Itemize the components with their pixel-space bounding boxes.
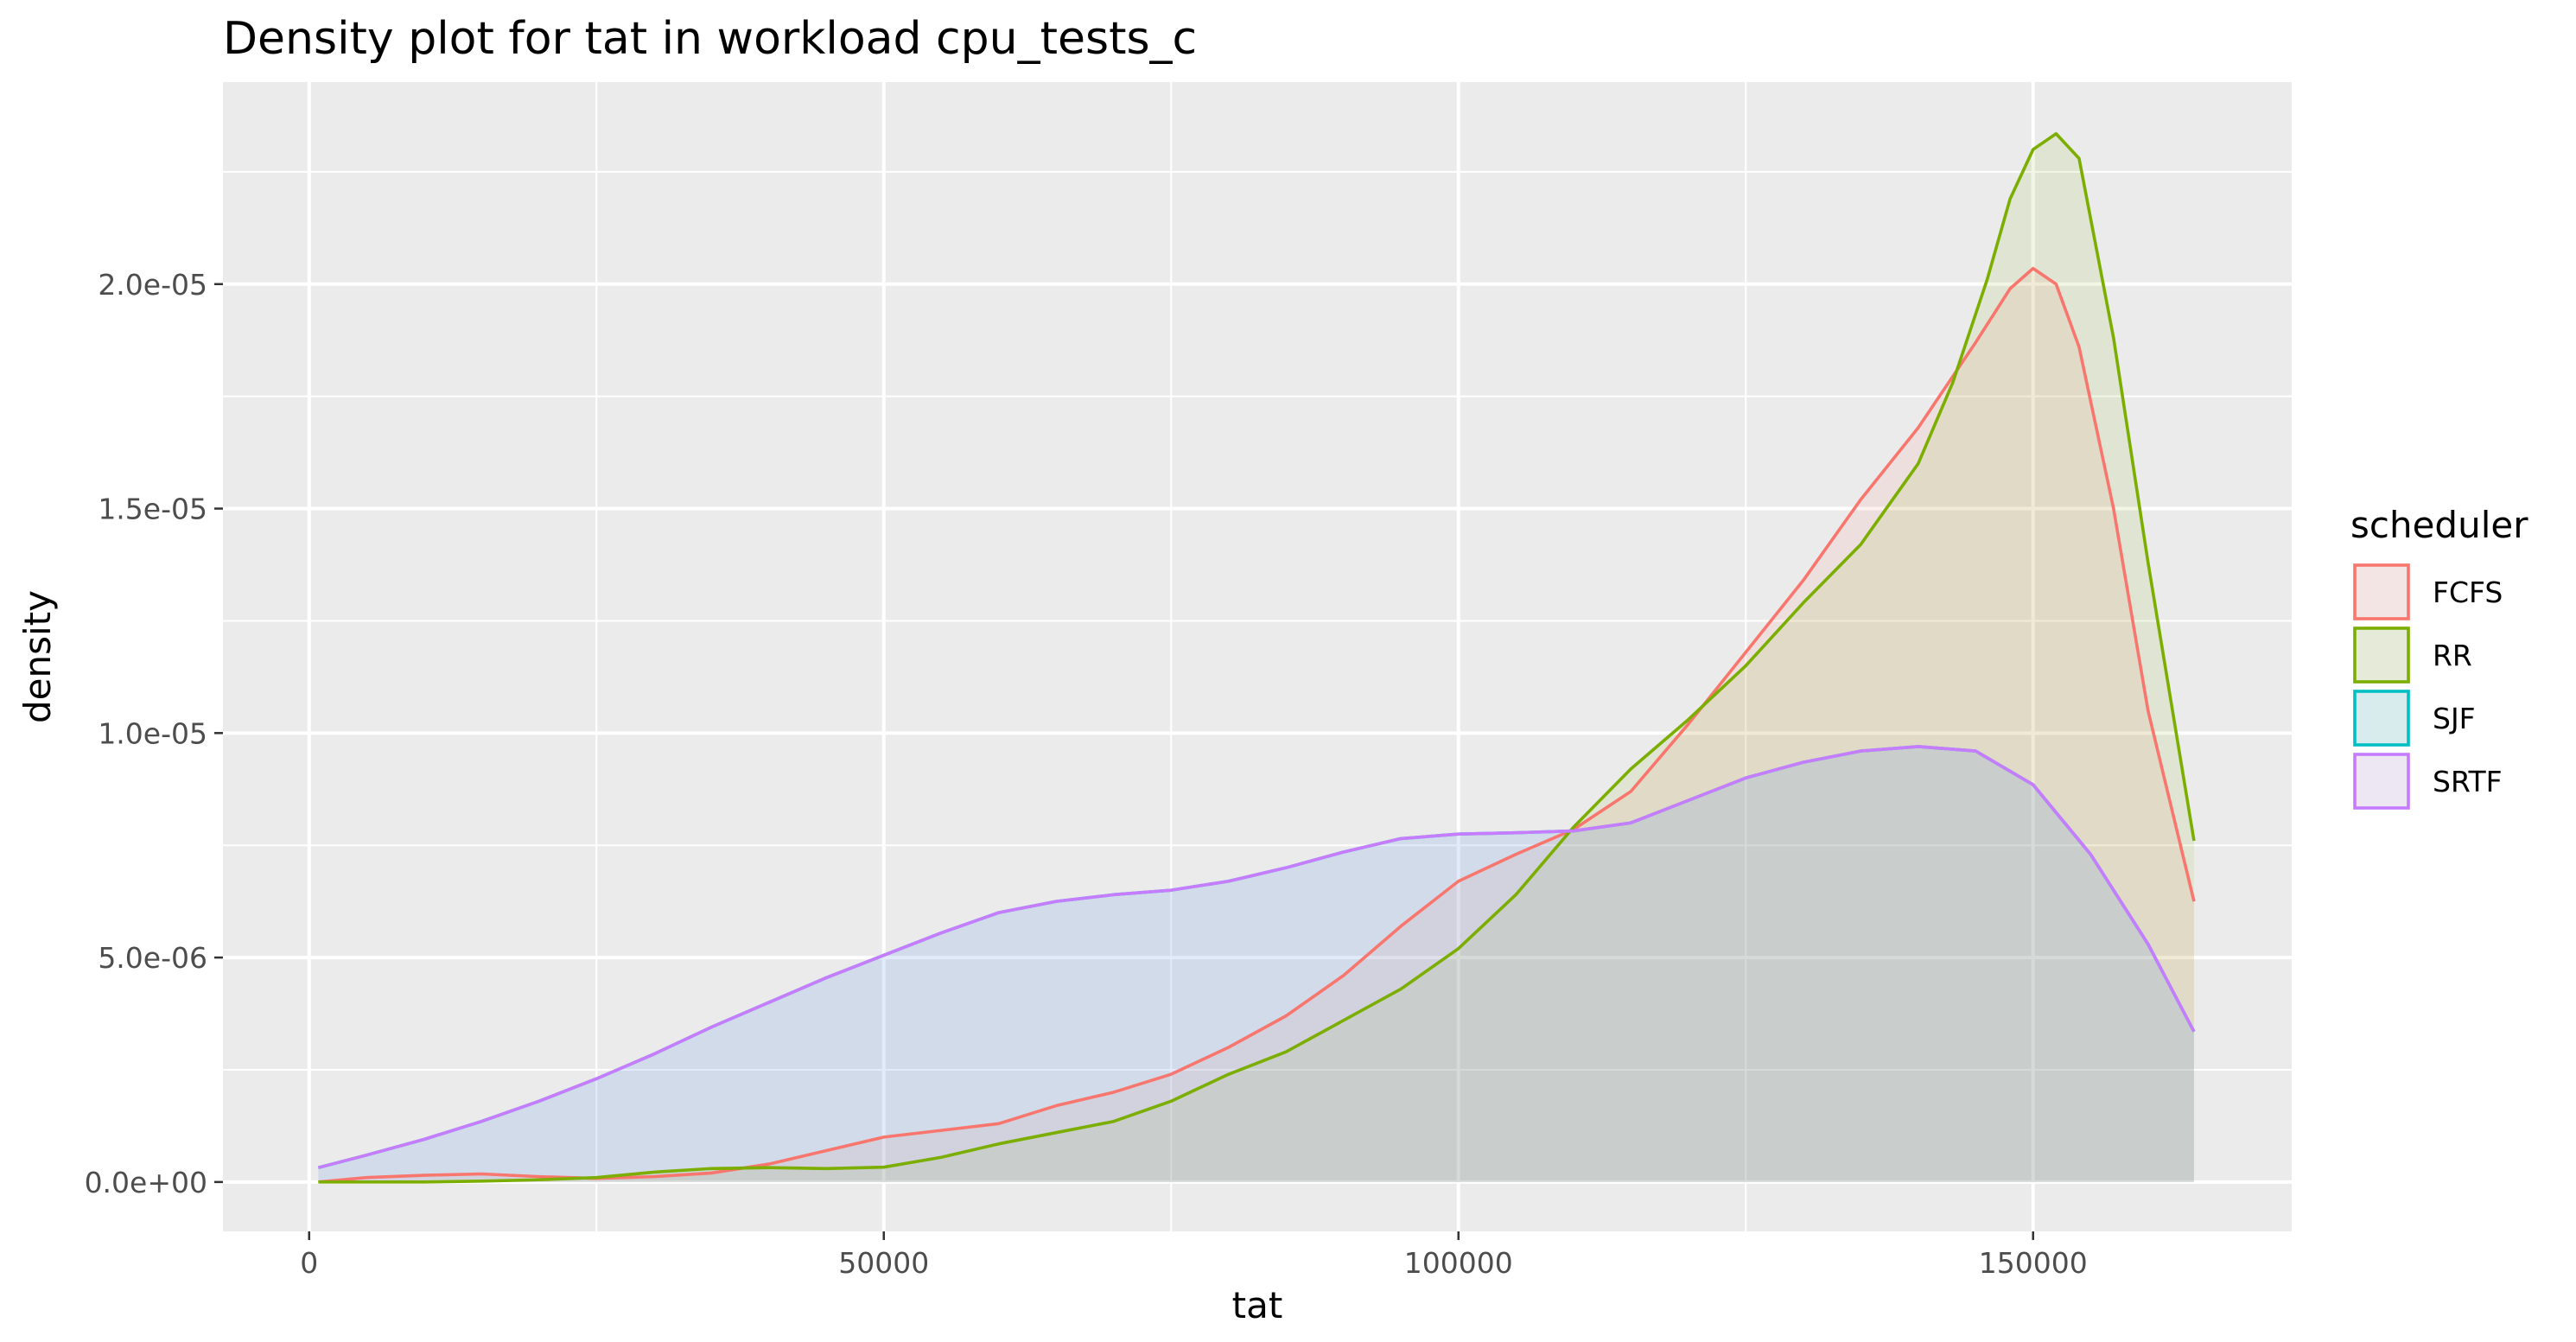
y-axis: 0.0e+00 5.0e-06 1.0e-05 1.5e-05 2.0e-05 bbox=[85, 268, 223, 1199]
density-line-rr bbox=[318, 131, 2196, 1184]
density-area-rr bbox=[318, 133, 2194, 1182]
legend-key-bg-fcfs bbox=[2353, 563, 2410, 620]
legend-label-sjf: SJF bbox=[2433, 702, 2476, 735]
x-tick-label-0: 0 bbox=[300, 1246, 318, 1280]
y-tick-label-4: 2.0e-05 bbox=[98, 268, 207, 302]
density-line-srtf bbox=[317, 745, 2196, 1169]
x-tick-label-3: 150000 bbox=[1979, 1246, 2088, 1280]
y-tick-label-0: 0.0e+00 bbox=[85, 1166, 207, 1199]
legend-label-fcfs: FCFS bbox=[2433, 576, 2503, 609]
density-lines bbox=[317, 131, 2196, 1184]
legend-label-rr: RR bbox=[2433, 639, 2472, 672]
y-tick-label-1: 5.0e-06 bbox=[98, 941, 207, 975]
legend-key-bg-srtf bbox=[2353, 753, 2410, 810]
density-area-srtf bbox=[318, 746, 2194, 1182]
legend-key-sjf bbox=[2353, 690, 2410, 747]
legend: scheduler FCFS RR SJF SRTF bbox=[2350, 504, 2528, 810]
plot-panel bbox=[223, 82, 2292, 1231]
legend-key-fcfs bbox=[2353, 563, 2410, 620]
chart-title: Density plot for tat in workload cpu_tes… bbox=[223, 13, 1197, 65]
legend-key-bg-sjf bbox=[2353, 690, 2410, 747]
x-axis: 0 50000 100000 150000 bbox=[300, 1231, 2088, 1280]
x-axis-title: tat bbox=[1232, 1284, 1283, 1326]
legend-label-srtf: SRTF bbox=[2433, 765, 2503, 798]
density-area-fcfs bbox=[318, 268, 2194, 1182]
density-line-fcfs bbox=[318, 266, 2196, 1184]
major-gridlines bbox=[223, 82, 2292, 1231]
x-tick-label-2: 100000 bbox=[1404, 1246, 1513, 1280]
x-tick-label-1: 50000 bbox=[838, 1246, 929, 1280]
y-axis-title: density bbox=[16, 590, 59, 723]
legend-key-srtf bbox=[2353, 753, 2410, 810]
legend-title: scheduler bbox=[2350, 504, 2528, 546]
y-tick-label-2: 1.0e-05 bbox=[98, 716, 207, 750]
density-area-sjf bbox=[318, 746, 2194, 1182]
density-areas bbox=[318, 133, 2194, 1182]
legend-key-bg-rr bbox=[2353, 626, 2410, 684]
y-tick-label-3: 1.5e-05 bbox=[98, 493, 207, 526]
legend-key-rr bbox=[2353, 626, 2410, 684]
